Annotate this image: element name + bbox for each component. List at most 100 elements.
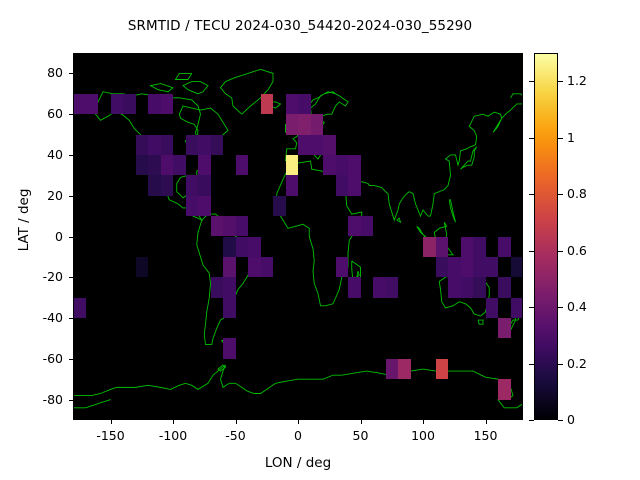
heatmap-cell [135, 134, 148, 155]
colorbar-tick-label: 0.6 [567, 242, 587, 258]
heatmap-cell [148, 154, 161, 176]
coastline-path [73, 400, 111, 408]
heatmap-cell [248, 236, 261, 257]
heatmap-cell [148, 93, 161, 115]
heatmap-cell [185, 134, 198, 155]
heatmap-cell [185, 195, 198, 217]
heatmap-cell [285, 114, 298, 135]
coastline-path [218, 365, 226, 371]
heatmap-cell [460, 277, 473, 298]
y-tick-label: 40 [47, 146, 63, 162]
colorbar-tick [558, 307, 563, 309]
heatmap-cell [360, 216, 373, 237]
heatmap-cell [85, 93, 98, 115]
y-tick [69, 358, 73, 360]
heatmap-cell [435, 358, 448, 380]
x-tick-label: 50 [352, 428, 369, 443]
colorbar-tick-label: 1.2 [567, 73, 587, 89]
heatmap-cell [223, 216, 236, 237]
map-plot-area [73, 53, 523, 420]
heatmap-cell [448, 256, 461, 278]
coastline-path [478, 320, 483, 324]
heatmap-cell [135, 154, 148, 176]
y-tick-label: 80 [47, 65, 63, 81]
colorbar-tick-label: 0.2 [567, 355, 587, 371]
colorbar-tick [558, 363, 563, 365]
heatmap-cell [398, 358, 411, 380]
heatmap-cell [73, 297, 86, 319]
x-tick [423, 420, 424, 424]
colorbar-tick-label: 0 [567, 412, 575, 427]
heatmap-cell [160, 175, 173, 196]
heatmap-cell [223, 338, 236, 359]
heatmap-cell [348, 216, 361, 237]
y-tick [69, 154, 73, 156]
heatmap-cell [498, 379, 511, 400]
y-tick-label: 20 [47, 187, 63, 203]
y-tick [69, 73, 73, 75]
colorbar-tick [529, 194, 534, 196]
colorbar-tick-label: 0.4 [567, 299, 587, 315]
heatmap-cell [123, 93, 136, 115]
heatmap-cell [160, 154, 173, 176]
heatmap-cell [223, 277, 236, 298]
heatmap-cell [323, 134, 336, 155]
y-tick-label: -20 [42, 269, 63, 285]
heatmap-cell [435, 256, 448, 278]
heatmap-cell [435, 236, 448, 257]
x-tick [360, 420, 362, 424]
colorbar-tick [558, 137, 563, 139]
heatmap-cell [248, 256, 261, 278]
heatmap-cell [160, 134, 173, 155]
heatmap-cell [285, 175, 298, 196]
heatmap-cell [510, 256, 523, 278]
x-tick-label: -50 [225, 428, 246, 443]
heatmap-cell [198, 175, 211, 196]
heatmap-cell [223, 256, 236, 278]
heatmap-cell [298, 134, 311, 155]
heatmap-cell [198, 134, 211, 155]
y-tick [69, 236, 73, 238]
heatmap-cell [173, 154, 186, 176]
heatmap-cell [485, 256, 498, 278]
coastline-path [176, 73, 192, 79]
heatmap-cell [210, 134, 223, 155]
coastline-path [461, 147, 477, 169]
coastline-path [151, 84, 174, 92]
heatmap-cell [473, 277, 486, 298]
heatmap-cell [223, 297, 236, 319]
heatmap-cell [185, 175, 198, 196]
heatmap-cell [285, 154, 298, 176]
colorbar-tick-label: 1 [567, 129, 575, 145]
colorbar-tick [529, 137, 534, 139]
heatmap-cell [423, 236, 436, 257]
heatmap-cell [460, 256, 473, 278]
x-tick-label: 150 [473, 428, 498, 443]
colorbar-tick [529, 420, 534, 421]
heatmap-cell [385, 277, 398, 298]
heatmap-cell [460, 236, 473, 257]
heatmap-cell [473, 236, 486, 257]
x-tick [110, 420, 112, 424]
y-tick-label: 60 [47, 106, 63, 122]
heatmap-cell [148, 134, 161, 155]
colorbar-tick [529, 307, 534, 309]
heatmap-cell [285, 93, 298, 115]
heatmap-cell [135, 256, 148, 278]
heatmap-cell [235, 236, 248, 257]
coastline-path [511, 94, 524, 98]
coastline-path [73, 365, 523, 408]
colorbar-gradient [535, 54, 557, 419]
heatmap-cell [148, 175, 161, 196]
heatmap-cell [485, 297, 498, 319]
heatmap-cell [273, 195, 286, 217]
heatmap-cell [373, 277, 386, 298]
chart-title: SRMTID / TECU 2024-030_54420-2024-030_55… [127, 18, 473, 34]
x-tick [235, 420, 237, 424]
colorbar-tick [529, 81, 534, 83]
heatmap-cell [348, 277, 361, 298]
colorbar-tick [558, 420, 563, 421]
colorbar-tick [558, 81, 563, 83]
colorbar-tick [558, 194, 563, 196]
x-tick [173, 420, 174, 424]
